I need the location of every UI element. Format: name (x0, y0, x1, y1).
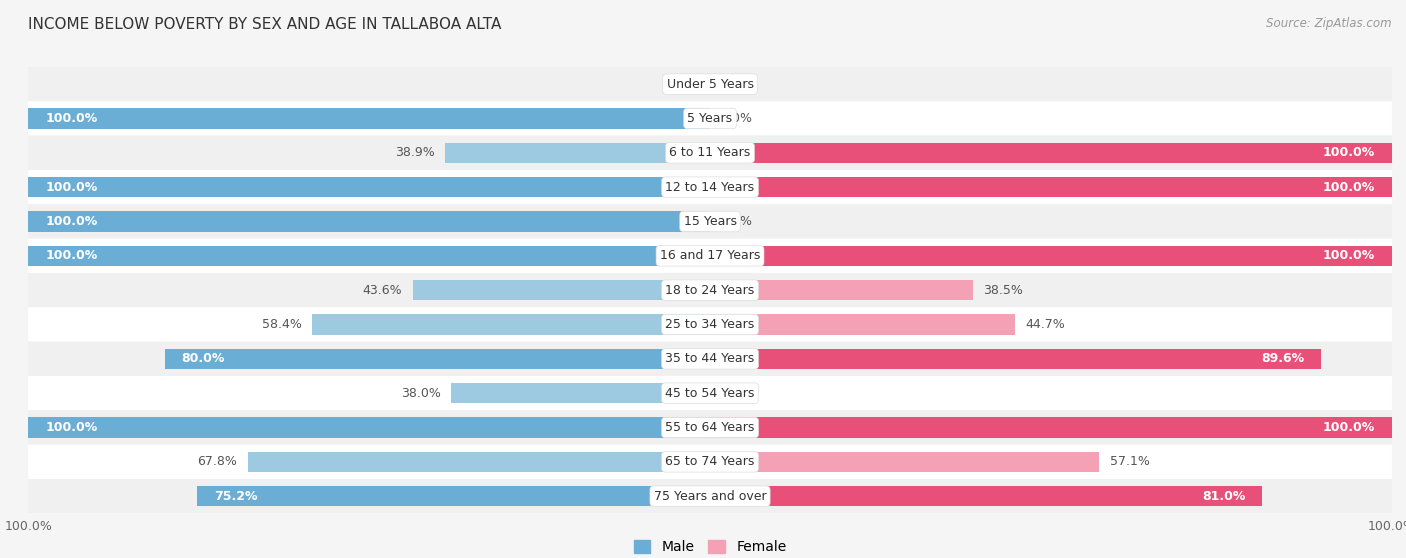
Text: 0.0%: 0.0% (720, 387, 752, 400)
Bar (197, 486, 710, 507)
Bar (413, 280, 710, 300)
Text: 55 to 64 Years: 55 to 64 Years (665, 421, 755, 434)
Text: 6 to 11 Years: 6 to 11 Years (669, 146, 751, 159)
Bar (28, 211, 710, 232)
Text: 15 Years: 15 Years (683, 215, 737, 228)
Text: 57.1%: 57.1% (1109, 455, 1150, 468)
Text: 80.0%: 80.0% (181, 352, 225, 365)
Text: 100.0%: 100.0% (45, 249, 97, 262)
FancyBboxPatch shape (28, 307, 1392, 341)
Bar (247, 451, 710, 472)
Text: 100.0%: 100.0% (1323, 146, 1375, 159)
Text: 38.5%: 38.5% (983, 283, 1022, 297)
Text: 75.2%: 75.2% (214, 490, 257, 503)
FancyBboxPatch shape (28, 410, 1392, 445)
Text: 81.0%: 81.0% (1202, 490, 1246, 503)
FancyBboxPatch shape (28, 67, 1392, 102)
Bar (710, 314, 1015, 335)
Text: 45 to 54 Years: 45 to 54 Years (665, 387, 755, 400)
Text: 100.0%: 100.0% (1323, 249, 1375, 262)
Bar (28, 417, 710, 438)
Bar (710, 349, 1322, 369)
FancyBboxPatch shape (28, 376, 1392, 410)
Bar (165, 349, 710, 369)
Bar (710, 451, 1099, 472)
Text: 38.0%: 38.0% (401, 387, 440, 400)
FancyBboxPatch shape (28, 341, 1392, 376)
Bar (28, 108, 710, 129)
FancyBboxPatch shape (28, 170, 1392, 204)
Text: 0.0%: 0.0% (720, 112, 752, 125)
Text: 38.9%: 38.9% (395, 146, 434, 159)
Text: 100.0%: 100.0% (45, 181, 97, 194)
Text: Under 5 Years: Under 5 Years (666, 78, 754, 90)
Bar (710, 177, 1392, 198)
Bar (28, 177, 710, 198)
Bar (710, 417, 1392, 438)
Text: 89.6%: 89.6% (1261, 352, 1303, 365)
Text: 100.0%: 100.0% (1323, 181, 1375, 194)
Text: 75 Years and over: 75 Years and over (654, 490, 766, 503)
Text: INCOME BELOW POVERTY BY SEX AND AGE IN TALLABOA ALTA: INCOME BELOW POVERTY BY SEX AND AGE IN T… (28, 17, 502, 32)
Text: 12 to 14 Years: 12 to 14 Years (665, 181, 755, 194)
FancyBboxPatch shape (28, 102, 1392, 136)
Text: 43.6%: 43.6% (363, 283, 402, 297)
Bar (451, 383, 710, 403)
Text: 58.4%: 58.4% (262, 318, 301, 331)
Text: 44.7%: 44.7% (1025, 318, 1064, 331)
Text: 100.0%: 100.0% (45, 112, 97, 125)
Text: 65 to 74 Years: 65 to 74 Years (665, 455, 755, 468)
Text: 0.0%: 0.0% (720, 78, 752, 90)
Text: 18 to 24 Years: 18 to 24 Years (665, 283, 755, 297)
Bar (28, 246, 710, 266)
FancyBboxPatch shape (28, 445, 1392, 479)
Bar (710, 486, 1263, 507)
Text: 100.0%: 100.0% (1323, 421, 1375, 434)
Text: 25 to 34 Years: 25 to 34 Years (665, 318, 755, 331)
FancyBboxPatch shape (28, 239, 1392, 273)
Text: Source: ZipAtlas.com: Source: ZipAtlas.com (1267, 17, 1392, 30)
FancyBboxPatch shape (28, 273, 1392, 307)
Bar (312, 314, 710, 335)
Bar (444, 142, 710, 163)
Bar (710, 280, 973, 300)
Text: 35 to 44 Years: 35 to 44 Years (665, 352, 755, 365)
FancyBboxPatch shape (28, 204, 1392, 239)
Text: 16 and 17 Years: 16 and 17 Years (659, 249, 761, 262)
Bar (710, 246, 1392, 266)
Legend: Male, Female: Male, Female (628, 535, 792, 558)
Text: 0.0%: 0.0% (668, 78, 700, 90)
Bar (710, 142, 1392, 163)
FancyBboxPatch shape (28, 479, 1392, 513)
Text: 67.8%: 67.8% (198, 455, 238, 468)
Text: 100.0%: 100.0% (45, 421, 97, 434)
FancyBboxPatch shape (28, 136, 1392, 170)
Text: 0.0%: 0.0% (720, 215, 752, 228)
Text: 100.0%: 100.0% (45, 215, 97, 228)
Text: 5 Years: 5 Years (688, 112, 733, 125)
